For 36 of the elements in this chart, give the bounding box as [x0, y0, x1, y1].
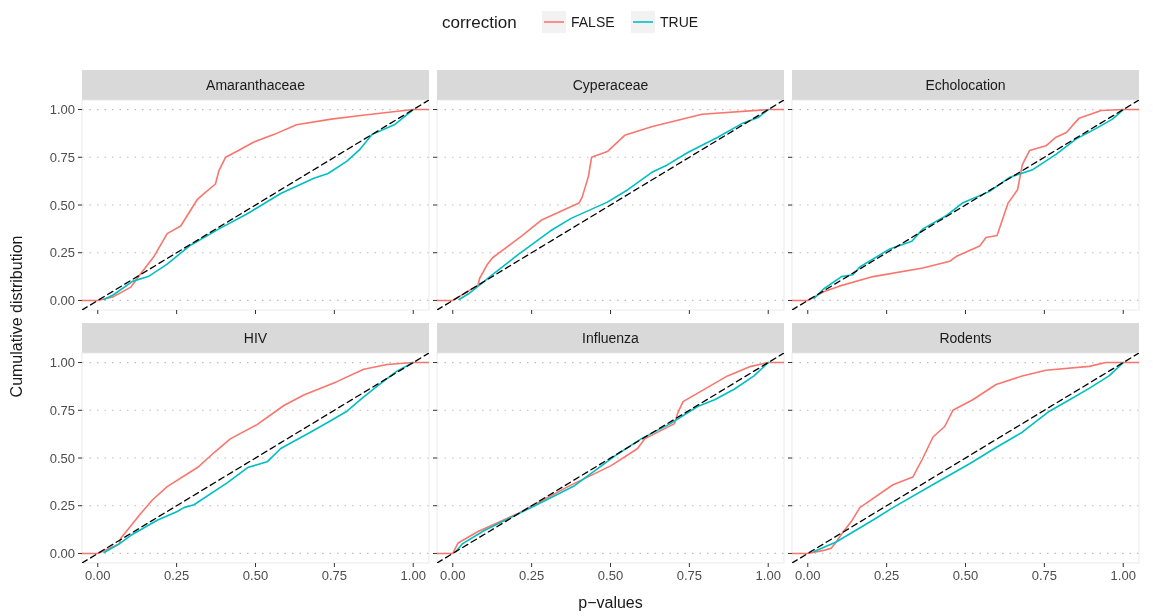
chart-title: Rodents — [939, 330, 992, 346]
y-tick-label: 0.50 — [49, 450, 75, 466]
y-tick-label: 1.00 — [49, 355, 75, 371]
y-tick-label: 0.75 — [49, 402, 75, 418]
y-axis-title: Cumulative distribution — [8, 235, 25, 398]
x-tick-label: 0.25 — [873, 568, 900, 583]
x-axis-title: p−values — [578, 594, 643, 611]
y-tick-label: 0.50 — [49, 197, 75, 213]
y-tick-label: 0.25 — [49, 245, 75, 261]
chart-title: Influenza — [582, 330, 640, 346]
x-tick-label: 0.50 — [597, 568, 624, 583]
x-tick-label: 0.75 — [321, 568, 348, 583]
chart-title: Amaranthaceae — [206, 77, 306, 93]
x-tick-label: 1.00 — [755, 568, 781, 583]
x-tick-label: 0.75 — [676, 568, 703, 583]
y-tick-label: 0.25 — [49, 498, 75, 514]
chart-title: HIV — [243, 330, 268, 346]
chart-title: Echolocation — [925, 77, 1006, 93]
x-tick-label: 0.25 — [163, 568, 190, 583]
x-tick-label: 1.00 — [400, 568, 426, 583]
x-tick-label: 0.00 — [795, 568, 821, 583]
y-tick-label: 0.00 — [49, 293, 75, 308]
legend-label: FALSE — [571, 14, 615, 30]
x-tick-label: 0.00 — [440, 568, 466, 583]
y-tick-label: 1.00 — [49, 102, 75, 118]
x-tick-label: 0.00 — [85, 568, 111, 583]
y-tick-label: 0.00 — [49, 546, 75, 561]
legend-label: TRUE — [660, 14, 699, 30]
x-tick-label: 0.50 — [952, 568, 979, 583]
x-tick-label: 0.50 — [242, 568, 269, 583]
legend-title: correction — [442, 13, 517, 32]
x-tick-label: 0.75 — [1031, 568, 1058, 583]
x-tick-label: 1.00 — [1110, 568, 1136, 583]
chart-title: Cyperaceae — [572, 77, 649, 93]
x-tick-label: 0.25 — [518, 568, 545, 583]
y-tick-label: 0.75 — [49, 149, 75, 165]
